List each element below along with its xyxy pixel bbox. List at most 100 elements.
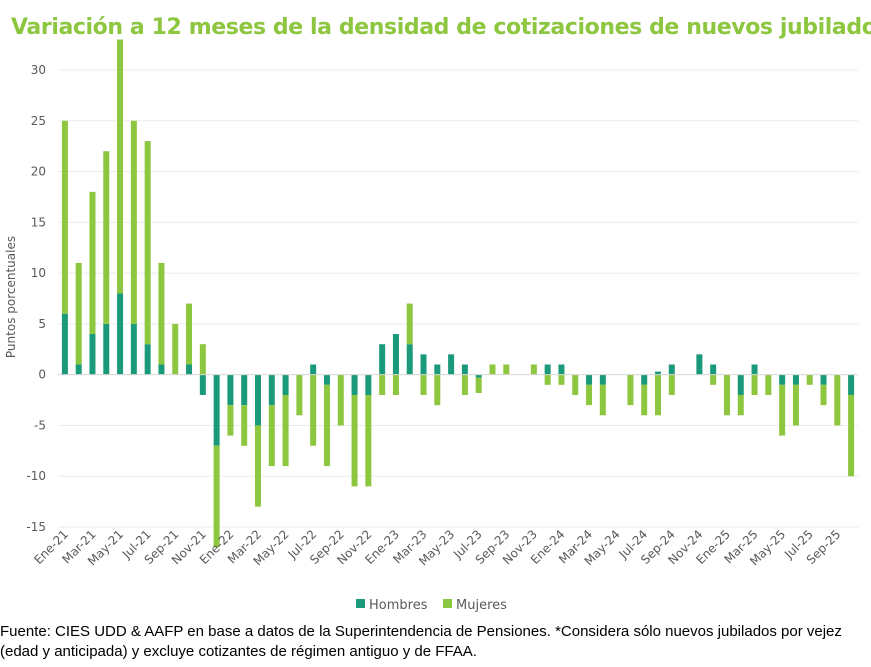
bar-hombres: [558, 364, 565, 375]
bar-mujeres: [406, 303, 413, 345]
bar-mujeres: [75, 262, 82, 365]
bar-hombres: [117, 293, 124, 375]
bar-mujeres: [627, 374, 634, 406]
bar-hombres: [61, 313, 68, 375]
bar-hombres: [144, 344, 151, 375]
bar-mujeres: [144, 141, 151, 345]
bar-mujeres: [89, 191, 96, 335]
bar-mujeres: [475, 377, 482, 393]
bar-hombres: [255, 374, 261, 426]
x-axis-ticks: Ene-21Mar-21May-21Jul-21Sep-21Nov-21Ene-…: [31, 527, 843, 568]
bar-mujeres: [723, 374, 730, 416]
bar-hombres: [213, 374, 220, 446]
bar-mujeres: [558, 374, 565, 385]
bar-mujeres: [158, 262, 165, 365]
bar-hombres: [89, 334, 96, 375]
y-tick-label: 5: [38, 317, 46, 331]
bar-mujeres: [337, 374, 344, 426]
bar-mujeres: [806, 374, 813, 385]
bar-hombres: [544, 364, 551, 375]
bar-hombres: [199, 374, 206, 395]
bar-mujeres: [820, 384, 827, 406]
bar-hombres: [310, 364, 317, 375]
bar-mujeres: [365, 394, 372, 487]
bar-hombres: [351, 374, 358, 395]
y-axis-ticks: 30 25 20 15 10 5 0 -5 -10 -15: [26, 63, 46, 534]
bar-mujeres: [572, 374, 579, 395]
bar-hombres: [599, 374, 606, 385]
bar-hombres: [710, 364, 717, 375]
bar-mujeres: [848, 394, 855, 477]
y-tick-label: -15: [26, 520, 46, 534]
bar-hombres: [779, 374, 786, 385]
bar-mujeres: [296, 374, 303, 416]
bar-hombres: [641, 374, 648, 385]
chart-title: Variación a 12 meses de la densidad de c…: [11, 15, 871, 40]
bar-mujeres: [103, 151, 110, 324]
bar-hombres: [365, 374, 372, 395]
bar-mujeres: [282, 394, 289, 467]
bar-hombres: [379, 344, 386, 375]
bar-mujeres: [310, 374, 317, 446]
y-tick-label: 30: [31, 63, 46, 77]
y-tick-label: 0: [38, 368, 46, 382]
bar-hombres: [448, 354, 455, 375]
bar-hombres: [737, 374, 744, 395]
bar-mujeres: [544, 374, 551, 385]
bar-mujeres: [186, 303, 193, 365]
bar-mujeres: [392, 374, 399, 395]
y-tick-label: 20: [31, 165, 46, 179]
source-note: Fuente: CIES UDD & AAFP en base a datos …: [0, 623, 842, 660]
bar-mujeres: [668, 374, 675, 395]
bar-hombres: [792, 374, 799, 385]
bar-mujeres: [792, 384, 799, 426]
bar-mujeres: [61, 120, 68, 314]
bar-hombres: [751, 364, 758, 375]
bar-hombres: [227, 374, 234, 406]
bar-mujeres: [268, 405, 275, 467]
bar-hombres: [668, 364, 675, 375]
bar-mujeres: [241, 405, 248, 446]
bar-mujeres: [655, 374, 661, 416]
bar-mujeres: [227, 405, 234, 436]
bar-mujeres: [503, 364, 510, 375]
bar-hombres: [323, 374, 330, 385]
y-tick-label: 10: [31, 266, 46, 280]
bar-hombres: [241, 374, 248, 406]
bar-mujeres: [737, 394, 744, 416]
legend-swatch-hombres: [356, 599, 365, 608]
gridlines: [58, 69, 858, 528]
bar-mujeres: [599, 384, 606, 416]
bar-hombres: [696, 354, 703, 375]
bar-mujeres: [323, 384, 330, 467]
legend-swatch-mujeres: [443, 599, 452, 608]
bar-mujeres: [379, 374, 386, 395]
legend-label-mujeres: Mujeres: [456, 598, 507, 613]
bar-mujeres: [834, 374, 841, 426]
y-tick-label: -5: [34, 418, 46, 432]
bar-mujeres: [351, 394, 358, 487]
bar-mujeres: [765, 374, 772, 395]
bar-mujeres: [586, 384, 593, 406]
bar-hombres: [268, 374, 275, 406]
bar-mujeres: [461, 374, 468, 395]
bar-mujeres: [641, 384, 648, 416]
bar-hombres: [655, 371, 661, 375]
bar-hombres: [475, 374, 482, 378]
chart-area: 30 25 20 15 10 5 0 -5 -10 -15 Ene-21Mar-21May-21J…: [4, 39, 858, 613]
bar-hombres: [434, 364, 441, 375]
bar-mujeres: [255, 425, 261, 507]
bar-mujeres: [710, 374, 717, 385]
bar-hombres: [392, 334, 399, 375]
bar-mujeres: [420, 374, 427, 395]
bar-mujeres: [779, 384, 786, 436]
bar-hombres: [461, 364, 468, 375]
bar-mujeres: [530, 364, 537, 375]
bar-mujeres: [434, 374, 441, 406]
y-axis-label: Puntos porcentuales: [4, 236, 18, 358]
bar-mujeres: [213, 445, 220, 548]
bar-mujeres: [199, 344, 206, 375]
y-tick-label: 25: [31, 114, 46, 128]
bar-hombres: [75, 364, 82, 375]
bar-hombres: [103, 323, 110, 375]
